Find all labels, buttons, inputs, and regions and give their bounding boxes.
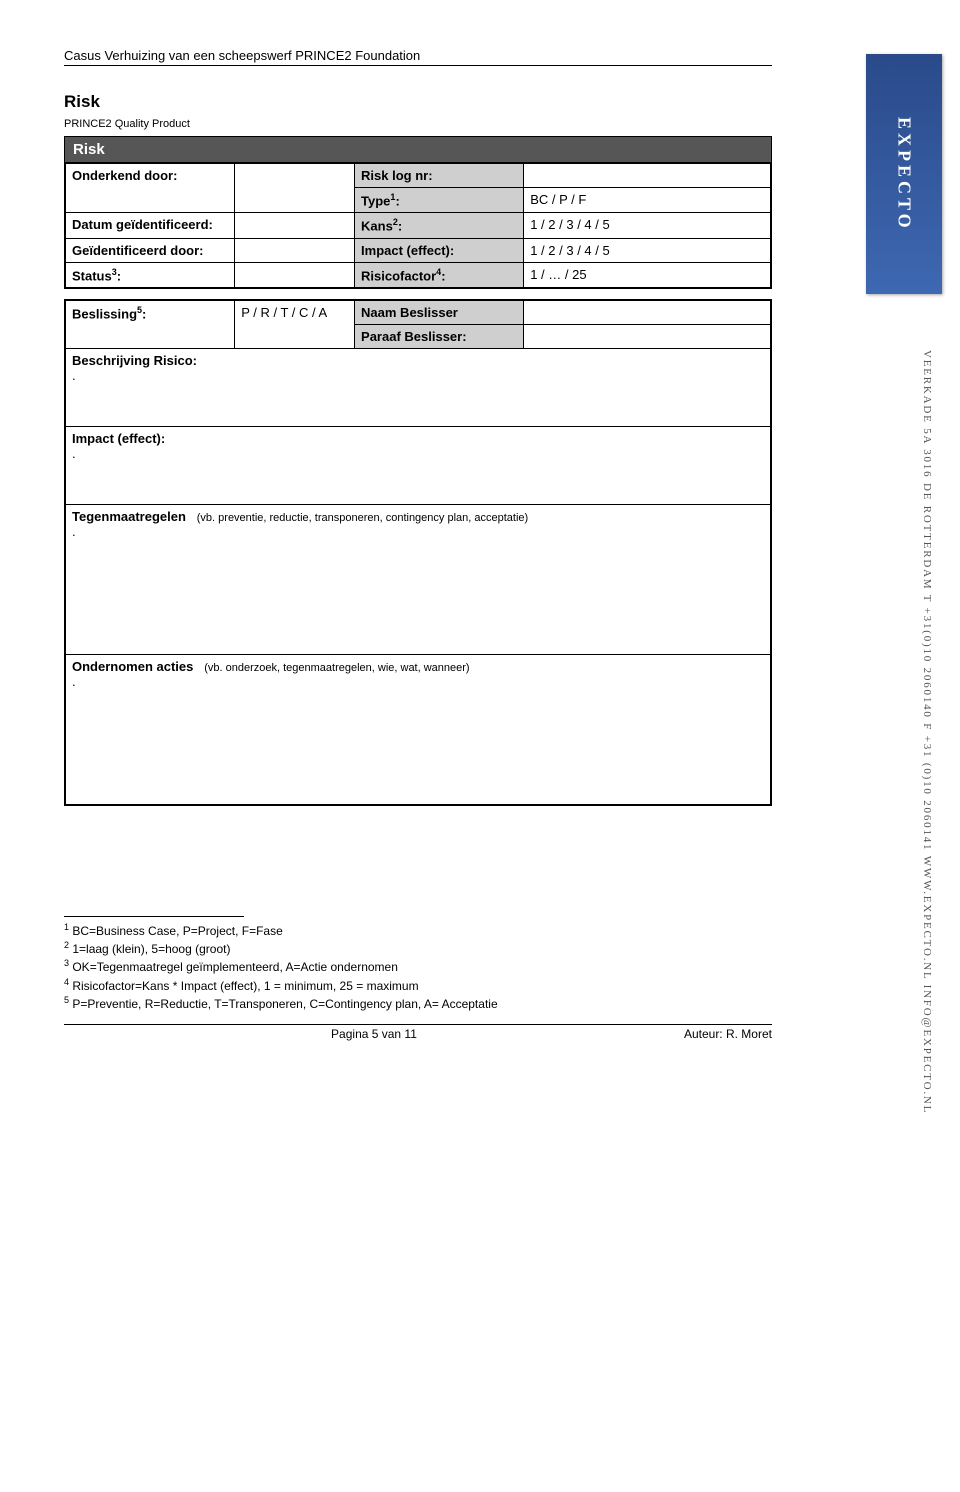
paraaf-beslisser-value	[524, 324, 771, 348]
ondernomen-hint: (vb. onderzoek, tegenmaatregelen, wie, w…	[204, 662, 469, 674]
ondernomen-dot: .	[72, 674, 76, 689]
risk-form-2: Beslissing5: P / R / T / C / A Naam Besl…	[64, 299, 772, 806]
risicofactor-colon: :	[441, 268, 445, 283]
beschrijving-label: Beschrijving Risico:	[72, 353, 197, 368]
tegenmaatregelen-label: Tegenmaatregelen	[72, 509, 186, 524]
impact-effect-dot: .	[72, 446, 76, 461]
geidentificeerd-value	[235, 238, 355, 262]
risicofactor-label: Risicofactor4:	[355, 262, 524, 287]
risicofactor-label-text: Risicofactor	[361, 268, 436, 283]
impact-label: Impact (effect):	[355, 238, 524, 262]
fn5: P=Preventie, R=Reductie, T=Transponeren,…	[69, 997, 498, 1011]
tegenmaatregelen-dot: .	[72, 524, 76, 539]
kans-value: 1 / 2 / 3 / 4 / 5	[524, 213, 771, 238]
ondernomen-cell: Ondernomen acties (vb. onderzoek, tegenm…	[66, 654, 771, 804]
status-label-text: Status	[72, 268, 112, 283]
band-title: Risk	[65, 137, 771, 163]
kans-colon: :	[398, 219, 402, 234]
page-footer: Pagina 5 van 11 Auteur: R. Moret	[64, 1024, 772, 1041]
risklognr-label: Risk log nr:	[355, 164, 524, 188]
ondernomen-label: Ondernomen acties	[72, 659, 193, 674]
impact-effect-cell: Impact (effect): .	[66, 426, 771, 504]
tegenmaatregelen-cell: Tegenmaatregelen (vb. preventie, reducti…	[66, 504, 771, 654]
beschrijving-cell: Beschrijving Risico: .	[66, 348, 771, 426]
risk-form: Risk Onderkend door: Risk log nr: Type1:…	[64, 136, 772, 289]
form-table-beslissing: Beslissing5: P / R / T / C / A Naam Besl…	[65, 300, 771, 805]
datum-label: Datum geïdentificeerd:	[66, 213, 235, 238]
geidentificeerd-label: Geïdentificeerd door:	[66, 238, 235, 262]
beschrijving-dot: .	[72, 368, 76, 383]
risklognr-value	[524, 164, 771, 188]
fn1: BC=Business Case, P=Project, F=Fase	[69, 924, 283, 938]
page-header: Casus Verhuizing van een scheepswerf PRI…	[64, 48, 772, 66]
beslissing-colon: :	[142, 306, 146, 321]
type-value: BC / P / F	[524, 188, 771, 213]
tegenmaatregelen-hint: (vb. preventie, reductie, transponeren, …	[197, 512, 528, 524]
status-label: Status3:	[66, 262, 235, 287]
beslissing-value: P / R / T / C / A	[235, 300, 355, 348]
naam-beslisser-label: Naam Beslisser	[355, 300, 524, 324]
footnotes: 1 BC=Business Case, P=Project, F=Fase 2 …	[64, 916, 772, 1012]
type-label-text: Type	[361, 193, 390, 208]
status-colon: :	[117, 268, 121, 283]
kans-label-text: Kans	[361, 219, 393, 234]
naam-beslisser-value	[524, 300, 771, 324]
paraaf-beslisser-label: Paraaf Beslisser:	[355, 324, 524, 348]
footer-page: Pagina 5 van 11	[331, 1027, 417, 1041]
impact-value: 1 / 2 / 3 / 4 / 5	[524, 238, 771, 262]
expecto-logo: EXPECTO	[866, 54, 942, 294]
sidebar: EXPECTO VEERKADE 5A 3016 DE ROTTERDAM T …	[836, 0, 960, 1492]
beslissing-label-text: Beslissing	[72, 306, 137, 321]
fn3: OK=Tegenmaatregel geïmplementeerd, A=Act…	[69, 960, 398, 974]
section-title: Risk	[64, 92, 772, 112]
impact-effect-label: Impact (effect):	[72, 431, 165, 446]
onderkend-value	[235, 164, 355, 213]
type-label: Type1:	[355, 188, 524, 213]
footer-author: Auteur: R. Moret	[684, 1027, 772, 1041]
fn4: Risicofactor=Kans * Impact (effect), 1 =…	[69, 979, 419, 993]
onderkend-label: Onderkend door:	[66, 164, 235, 213]
beslissing-label: Beslissing5:	[66, 300, 235, 348]
fn2: 1=laag (klein), 5=hoog (groot)	[69, 942, 230, 956]
datum-value	[235, 213, 355, 238]
type-colon: :	[395, 193, 399, 208]
subtitle: PRINCE2 Quality Product	[64, 118, 772, 130]
risicofactor-value: 1 / … / 25	[524, 262, 771, 287]
status-value	[235, 262, 355, 287]
form-table-top: Onderkend door: Risk log nr: Type1: BC /…	[65, 163, 771, 288]
contact-vertical: VEERKADE 5A 3016 DE ROTTERDAM T +31(0)10…	[916, 350, 936, 1300]
kans-label: Kans2:	[355, 213, 524, 238]
